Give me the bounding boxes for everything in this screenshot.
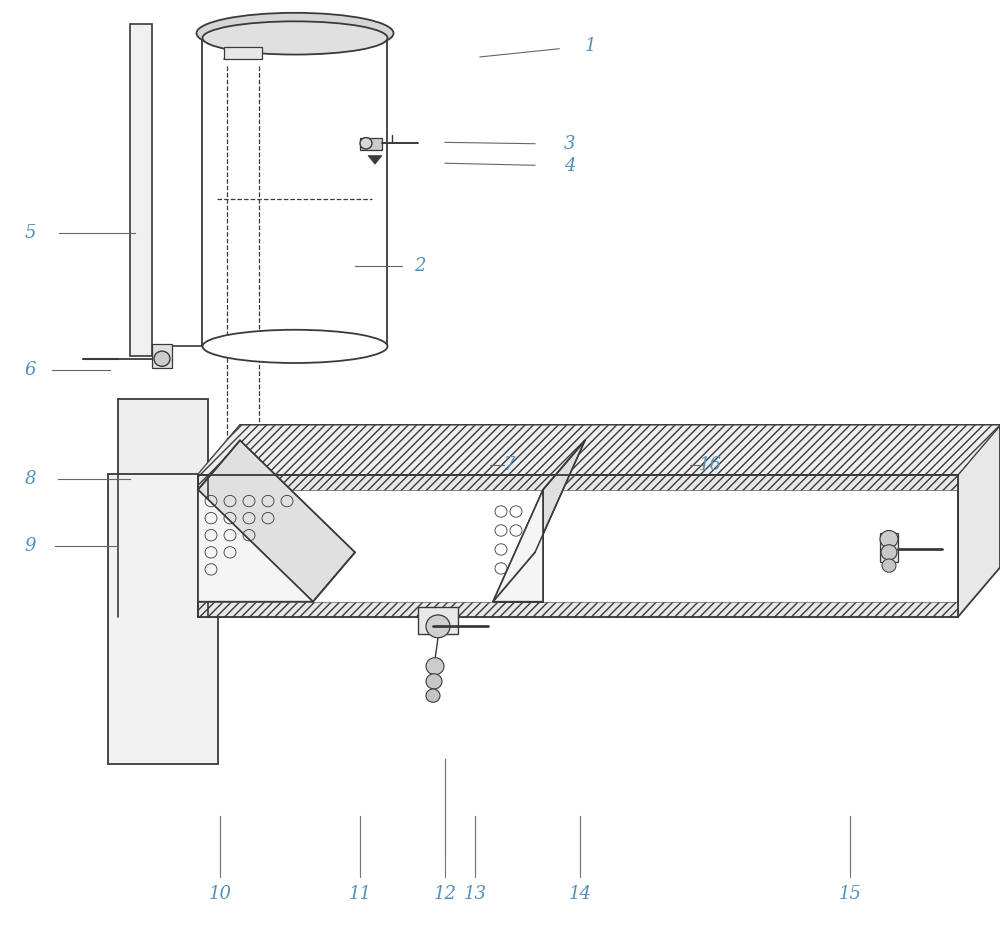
Text: 8: 8 [24,471,36,488]
Polygon shape [493,490,543,602]
Circle shape [881,545,897,560]
Text: 12: 12 [434,885,456,902]
Bar [198,474,958,617]
Polygon shape [493,440,585,602]
Polygon shape [198,440,355,602]
Ellipse shape [196,13,394,54]
Bar [880,533,898,562]
Circle shape [882,559,896,572]
Text: 5: 5 [24,224,36,241]
Text: 9: 9 [24,537,36,554]
Circle shape [426,615,450,638]
Polygon shape [198,425,1000,474]
Polygon shape [368,156,382,164]
Polygon shape [958,425,1000,617]
Text: 7: 7 [504,456,516,474]
Text: 10: 10 [208,885,232,902]
Text: 4: 4 [564,158,576,175]
Text: 14: 14 [568,885,592,902]
Text: 2: 2 [414,257,426,274]
Bar [130,24,152,356]
Polygon shape [493,490,543,602]
Circle shape [426,658,444,675]
Bar [224,47,262,59]
Bar [360,138,382,150]
Circle shape [426,689,440,702]
Bar [418,607,458,634]
Ellipse shape [202,330,388,363]
Circle shape [154,351,170,366]
Polygon shape [198,490,313,602]
Bar [152,344,172,368]
Text: 15: 15 [838,885,862,902]
Circle shape [360,138,372,149]
Text: 3: 3 [564,136,576,153]
Polygon shape [198,425,1000,474]
Text: 1: 1 [584,37,596,54]
Text: 11: 11 [349,885,372,902]
Bar [108,474,218,764]
Bar [198,474,958,490]
Ellipse shape [202,22,388,55]
Circle shape [880,530,898,548]
Bar [198,474,958,617]
Text: 16: 16 [698,456,722,474]
Circle shape [426,674,442,689]
Bar [118,399,208,474]
Bar [198,602,958,617]
Text: 6: 6 [24,362,36,379]
Text: 13: 13 [464,885,486,902]
